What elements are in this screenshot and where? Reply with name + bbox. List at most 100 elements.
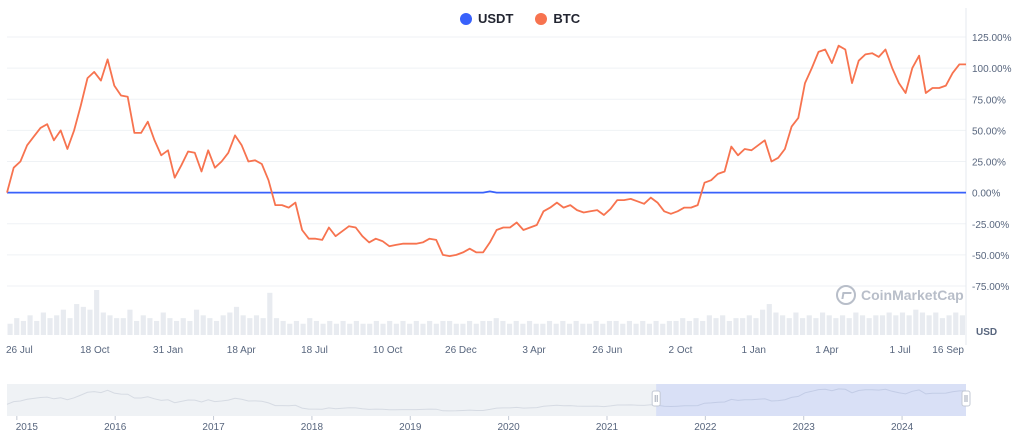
volume-bar bbox=[287, 323, 293, 335]
volume-bar bbox=[453, 323, 459, 335]
volume-bar bbox=[926, 315, 932, 335]
volume-bar bbox=[267, 292, 273, 335]
volume-bar bbox=[427, 320, 433, 335]
legend-item-usdt[interactable]: USDT bbox=[460, 11, 513, 26]
y-tick-label: 0.00% bbox=[972, 189, 1000, 200]
usdt-series-line bbox=[7, 190, 966, 194]
volume-bar bbox=[360, 323, 366, 335]
volume-bar bbox=[720, 315, 726, 335]
x-tick-label: 18 Oct bbox=[80, 345, 110, 356]
legend-usdt-label: USDT bbox=[478, 11, 514, 26]
volume-bar bbox=[114, 318, 120, 335]
volume-bar bbox=[493, 318, 499, 335]
volume-bar bbox=[500, 320, 506, 335]
volume-bar bbox=[27, 315, 33, 335]
volume-bar bbox=[913, 309, 919, 335]
volume-bar bbox=[207, 318, 213, 335]
volume-bar bbox=[819, 312, 826, 335]
volume-bar bbox=[333, 323, 339, 335]
volume-bar bbox=[307, 318, 313, 335]
volume-bar bbox=[467, 320, 473, 335]
volume-bar bbox=[160, 312, 166, 335]
navigator-handle-right[interactable] bbox=[961, 390, 971, 407]
navigator-year-label: 2024 bbox=[891, 422, 914, 433]
volume-bar bbox=[600, 323, 606, 335]
volume-bar bbox=[94, 290, 100, 335]
volume-bar bbox=[626, 320, 633, 335]
y-tick-label: -50.00% bbox=[972, 251, 1009, 262]
volume-bar bbox=[74, 304, 80, 335]
volume-bar bbox=[806, 315, 812, 335]
volume-bar bbox=[680, 318, 686, 335]
navigator-year-label: 2016 bbox=[104, 422, 127, 433]
volume-bar bbox=[839, 315, 846, 335]
volume-bar bbox=[939, 318, 946, 335]
volume-bar bbox=[906, 315, 912, 335]
legend-btc-dot bbox=[535, 12, 548, 25]
legend-item-btc[interactable]: BTC bbox=[535, 11, 580, 26]
volume-bar bbox=[660, 323, 666, 335]
volume-bar bbox=[300, 323, 306, 335]
volume-bar bbox=[100, 312, 106, 335]
volume-bar bbox=[826, 315, 832, 335]
volume-bar bbox=[480, 320, 486, 335]
volume-bar bbox=[793, 312, 799, 335]
volume-bar bbox=[760, 309, 766, 335]
volume-bar bbox=[893, 315, 899, 335]
volume-bar bbox=[220, 315, 226, 335]
volume-bar bbox=[773, 312, 779, 335]
volume-bar bbox=[553, 323, 559, 335]
currency-unit-label: USD bbox=[976, 327, 998, 338]
volume-bar bbox=[786, 318, 792, 335]
volume-bar bbox=[107, 315, 113, 335]
volume-bar bbox=[80, 306, 86, 335]
volume-bar bbox=[233, 306, 240, 335]
volume-bar bbox=[353, 320, 359, 335]
volume-bar bbox=[506, 323, 513, 335]
y-tick-label: 75.00% bbox=[972, 95, 1006, 106]
volume-bar bbox=[134, 320, 140, 335]
volume-bar bbox=[447, 320, 453, 335]
volume-bar bbox=[586, 323, 593, 335]
coinmarketcap-watermark: CoinMarketCap bbox=[836, 285, 964, 305]
volume-bar bbox=[187, 320, 193, 335]
volume-bar bbox=[67, 318, 73, 335]
legend-usdt-dot bbox=[460, 12, 472, 25]
navigator-year-label: 2020 bbox=[498, 422, 521, 433]
volume-bar bbox=[899, 312, 906, 335]
x-tick-label: 2 Oct bbox=[669, 345, 693, 356]
volume-bar bbox=[154, 320, 160, 335]
volume-bar bbox=[420, 323, 426, 335]
volume-bar bbox=[560, 320, 566, 335]
volume-bar bbox=[253, 315, 260, 335]
volume-bar bbox=[646, 323, 652, 335]
watermark-text: CoinMarketCap bbox=[861, 287, 964, 303]
volume-bar bbox=[227, 312, 233, 335]
volume-bar bbox=[593, 320, 599, 335]
volume-bar bbox=[240, 315, 246, 335]
btc-series-line bbox=[6, 44, 966, 257]
volume-bar bbox=[7, 323, 13, 335]
navigator-selection[interactable] bbox=[656, 384, 966, 416]
x-tick-label: 1 Jan bbox=[741, 345, 765, 356]
volume-bar bbox=[120, 318, 126, 335]
volume-bar bbox=[546, 320, 553, 335]
volume-bar bbox=[147, 318, 153, 335]
volume-bar bbox=[846, 318, 852, 335]
navigator-handle-left[interactable] bbox=[651, 390, 661, 407]
volume-bar bbox=[733, 318, 739, 335]
volume-bar bbox=[367, 323, 373, 335]
volume-bar bbox=[34, 320, 40, 335]
volume-bar bbox=[713, 318, 719, 335]
volume-bar bbox=[47, 318, 53, 335]
volume-bar bbox=[513, 320, 519, 335]
volume-bar bbox=[20, 320, 26, 335]
volume-bar bbox=[606, 320, 613, 335]
volume-bar bbox=[673, 320, 679, 335]
volume-bar bbox=[613, 320, 619, 335]
volume-bar bbox=[859, 315, 866, 335]
volume-bar bbox=[393, 323, 399, 335]
volume-bar bbox=[526, 320, 533, 335]
